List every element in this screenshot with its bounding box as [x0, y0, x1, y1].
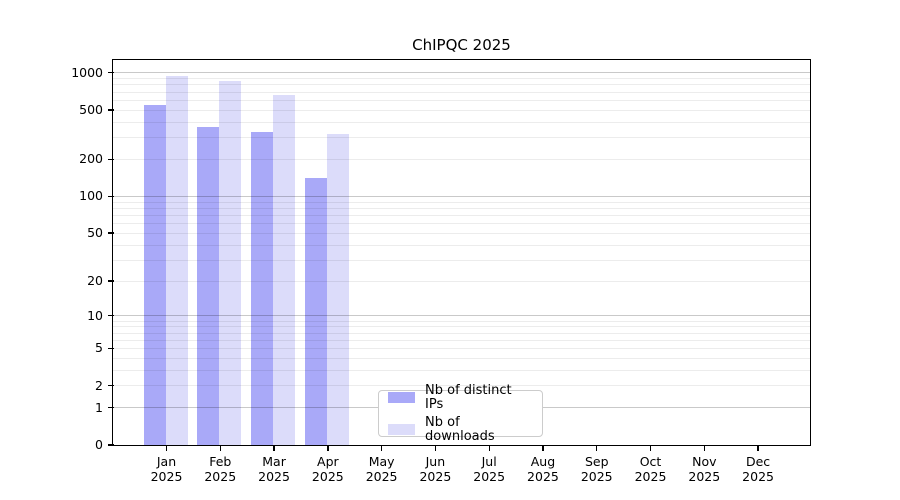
x-tick-label-may: May 2025: [365, 454, 398, 484]
x-tick: [165, 445, 168, 451]
minor-gridline: [112, 280, 810, 282]
x-tick-label-sep: Sep 2025: [580, 454, 613, 484]
major-gridline: [112, 315, 810, 317]
x-tick-label-dec: Dec 2025: [742, 454, 774, 484]
minor-gridline: [112, 369, 810, 371]
legend-swatch-downloads: [388, 424, 415, 435]
y-tick: [107, 72, 114, 74]
bar-jan-downloads: [165, 75, 188, 445]
bar-apr-downloads: [327, 133, 350, 445]
y-tick-label: 10: [87, 307, 103, 323]
x-tick-label-oct: Oct 2025: [634, 454, 667, 484]
minor-gridline: [112, 326, 810, 328]
y-tick-label: 1: [95, 399, 103, 415]
minor-gridline: [112, 332, 810, 334]
x-tick-label-feb: Feb 2025: [204, 454, 237, 484]
y-tick-label: 5: [95, 340, 103, 356]
x-tick: [488, 445, 490, 451]
bar-jan-distinct-ips: [143, 105, 166, 445]
x-tick: [757, 445, 759, 451]
y-tick-label: 200: [79, 151, 103, 167]
y-tick-label: 500: [79, 101, 103, 117]
minor-gridline: [112, 109, 810, 111]
minor-gridline: [112, 339, 810, 341]
minor-gridline: [112, 385, 810, 387]
minor-gridline: [112, 121, 810, 123]
y-tick: [107, 195, 114, 197]
minor-gridline: [112, 137, 810, 139]
minor-gridline: [112, 320, 810, 322]
x-tick-label-jan: Jan 2025: [150, 454, 183, 484]
bar-mar-distinct-ips: [251, 131, 274, 445]
minor-gridline: [112, 259, 810, 261]
y-tick-label: 0: [95, 437, 103, 452]
minor-gridline: [112, 244, 810, 246]
y-tick-label: 2: [95, 377, 103, 393]
bar-mar-downloads: [273, 95, 296, 445]
x-tick: [381, 445, 383, 451]
minor-gridline: [112, 357, 810, 359]
y-tick: [107, 347, 114, 350]
y-tick: [107, 280, 114, 282]
bars-layer: [113, 60, 810, 445]
minor-gridline: [112, 84, 810, 86]
y-tick: [107, 315, 114, 317]
minor-gridline: [112, 201, 810, 203]
x-tick: [596, 445, 598, 451]
x-tick: [219, 445, 221, 451]
chart-title: ChIPQC 2025: [412, 36, 511, 54]
legend-item-distinct-ips: Nb of distinct IPs: [388, 382, 533, 412]
y-tick: [107, 158, 114, 160]
major-gridline: [112, 72, 810, 74]
x-tick-label-mar: Mar 2025: [258, 454, 290, 484]
x-tick: [327, 445, 329, 451]
x-tick: [542, 445, 544, 451]
y-tick: [107, 109, 114, 111]
legend-label-distinct-ips: Nb of distinct IPs: [425, 382, 512, 412]
y-tick-label: 50: [87, 225, 103, 241]
x-tick-label-nov: Nov 2025: [688, 454, 721, 484]
x-tick: [434, 445, 437, 451]
bar-feb-downloads: [219, 81, 242, 445]
y-tick-label: 20: [87, 272, 103, 288]
x-tick-label-aug: Aug 2025: [527, 454, 559, 484]
minor-gridline: [112, 91, 810, 93]
x-tick: [273, 445, 275, 451]
minor-gridline: [112, 99, 810, 101]
x-tick: [703, 445, 705, 451]
y-tick-label: 1000: [71, 64, 103, 80]
x-tick-label-apr: Apr 2025: [311, 454, 344, 484]
minor-gridline: [112, 214, 810, 216]
minor-gridline: [112, 223, 810, 225]
y-tick-label: 100: [79, 188, 103, 204]
y-tick: [107, 407, 114, 409]
legend: Nb of distinct IPs Nb of downloads: [378, 383, 543, 443]
minor-gridline: [112, 158, 810, 160]
bar-apr-distinct-ips: [305, 177, 328, 445]
legend-item-downloads: Nb of downloads: [388, 414, 533, 444]
minor-gridline: [112, 348, 810, 350]
minor-gridline: [112, 77, 810, 79]
y-tick: [107, 444, 114, 446]
legend-label-downloads: Nb of downloads: [425, 414, 495, 444]
y-tick: [107, 385, 114, 387]
y-tick: [107, 232, 114, 234]
x-tick: [649, 445, 652, 451]
x-tick-label-jun: Jun 2025: [419, 454, 452, 484]
x-tick-label-jul: Jul 2025: [473, 454, 506, 484]
major-gridline: [112, 195, 810, 197]
minor-gridline: [112, 207, 810, 209]
bar-feb-distinct-ips: [197, 127, 220, 445]
legend-swatch-distinct-ips: [388, 392, 415, 403]
minor-gridline: [112, 232, 810, 234]
